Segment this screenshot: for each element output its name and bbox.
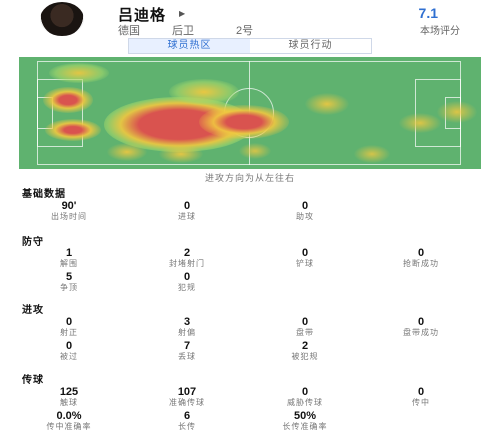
heat-spot <box>43 87 93 113</box>
stat-dribbled-past: 0 被过 <box>60 340 78 361</box>
tab-heatmap[interactable]: 球员热区 <box>129 39 250 53</box>
heatmap-caption: 进攻方向为从左往右 <box>204 173 295 183</box>
heat-spot <box>305 93 349 115</box>
player-header: 吕迪格 ▶ 德国 后卫 2号 7.1 本场评分 <box>0 0 500 38</box>
heatmap-pitch <box>19 57 481 169</box>
stat-clearances: 1 解围 <box>60 247 78 268</box>
stat-interceptions-won: 0 抢断成功 <box>403 247 439 268</box>
stat-assists: 0 助攻 <box>296 200 314 221</box>
stat-long-ball-accuracy: 50% 长传准确率 <box>282 410 328 431</box>
heat-spot <box>239 143 271 159</box>
stat-tackles: 0 铲球 <box>296 247 314 268</box>
player-rating: 7.1 <box>418 5 438 21</box>
tab-actions[interactable]: 球员行动 <box>288 40 333 51</box>
play-arrow-icon[interactable]: ▶ <box>179 9 186 18</box>
stat-accurate-passes: 107 准确传球 <box>169 386 205 407</box>
heat-spot <box>159 145 203 163</box>
tab-bar: 球员热区 球员行动 <box>128 38 372 54</box>
stat-possession-lost: 7 丢球 <box>178 340 196 361</box>
player-country: 德国 <box>118 25 140 37</box>
stat-aerials: 5 争顶 <box>60 271 78 292</box>
player-position: 后卫 <box>172 25 194 37</box>
stat-long-balls: 6 长传 <box>178 410 196 431</box>
stat-blocked-shots: 2 封堵射门 <box>169 247 205 268</box>
stat-shots-on-target: 0 射正 <box>60 316 78 337</box>
section-title-defense: 防守 <box>22 237 44 248</box>
heat-spot <box>199 105 289 139</box>
stat-fouls: 0 犯规 <box>178 271 196 292</box>
heat-spot <box>45 119 101 141</box>
player-number: 2号 <box>236 25 254 37</box>
stat-minutes: 90' 出场时间 <box>51 200 87 221</box>
player-name[interactable]: 吕迪格 <box>118 7 167 24</box>
stat-dribbles: 0 盘带 <box>296 316 314 337</box>
stat-cross-accuracy: 0.0% 传中准确率 <box>46 410 92 431</box>
heat-spot <box>49 63 109 83</box>
stat-key-passes: 0 威胁传球 <box>287 386 323 407</box>
stat-goals: 0 进球 <box>178 200 196 221</box>
stat-crosses: 0 传中 <box>412 386 430 407</box>
stat-was-fouled: 2 被犯规 <box>291 340 319 361</box>
section-title-basic: 基础数据 <box>22 189 66 200</box>
heat-spot <box>107 143 147 161</box>
heat-spot <box>437 101 477 123</box>
section-title-attack: 进攻 <box>22 305 44 316</box>
stat-shots-off-target: 3 射偏 <box>178 316 196 337</box>
stat-dribbles-won: 0 盘带成功 <box>403 316 439 337</box>
avatar <box>40 2 84 36</box>
section-title-passing: 传球 <box>22 375 44 386</box>
rating-label: 本场评分 <box>420 26 460 37</box>
heat-spot <box>399 113 441 133</box>
heat-spot <box>354 145 390 163</box>
heat-spot <box>169 79 239 105</box>
stat-touches: 125 触球 <box>59 386 79 407</box>
